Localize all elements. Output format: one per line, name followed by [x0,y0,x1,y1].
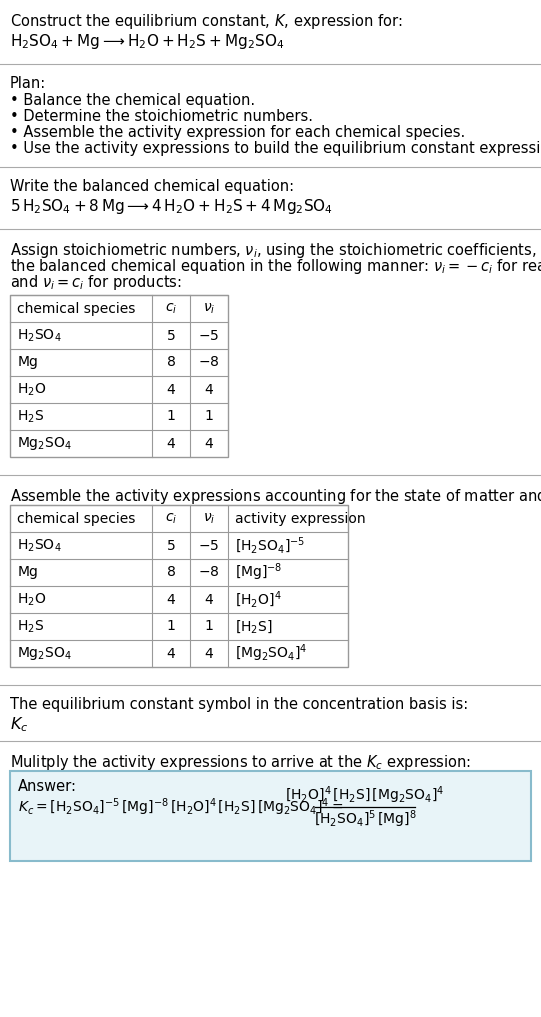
Text: $\mathrm{Mg}$: $\mathrm{Mg}$ [17,354,38,371]
Text: $c_i$: $c_i$ [165,512,177,526]
Text: $\mathrm{H_2O}$: $\mathrm{H_2O}$ [17,381,47,398]
Text: Construct the equilibrium constant, $K$, expression for:: Construct the equilibrium constant, $K$,… [10,12,403,31]
Text: 4: 4 [167,436,175,451]
Text: $\mathrm{H_2SO_4}$: $\mathrm{H_2SO_4}$ [17,537,62,553]
Text: $-8$: $-8$ [198,356,220,369]
Text: $\mathrm{Mg_2SO_4}$: $\mathrm{Mg_2SO_4}$ [17,435,72,452]
Text: $\mathrm{H_2SO_4 + Mg \longrightarrow H_2O + H_2S + Mg_2SO_4}$: $\mathrm{H_2SO_4 + Mg \longrightarrow H_… [10,32,285,51]
Text: $-8$: $-8$ [198,565,220,580]
Text: and $\nu_i = c_i$ for products:: and $\nu_i = c_i$ for products: [10,273,182,292]
Text: Write the balanced chemical equation:: Write the balanced chemical equation: [10,179,294,194]
Text: $\mathrm{H_2S}$: $\mathrm{H_2S}$ [17,408,44,425]
Text: 4: 4 [167,647,175,660]
Text: $[\mathrm{H_2O}]^{4}\,[\mathrm{H_2S}]\,[\mathrm{Mg_2SO_4}]^{4}$: $[\mathrm{H_2O}]^{4}\,[\mathrm{H_2S}]\,[… [285,784,445,805]
Text: $\mathrm{H_2SO_4}$: $\mathrm{H_2SO_4}$ [17,327,62,344]
Text: 1: 1 [204,410,214,423]
Text: 8: 8 [167,565,175,580]
Text: $[\mathrm{H_2SO_4}]^{5}\,[\mathrm{Mg}]^{8}$: $[\mathrm{H_2SO_4}]^{5}\,[\mathrm{Mg}]^{… [314,809,417,830]
FancyBboxPatch shape [10,771,531,861]
Text: 4: 4 [204,382,213,397]
Text: 5: 5 [167,328,175,343]
Text: $\mathrm{5\,H_2SO_4 + 8\,Mg \longrightarrow 4\,H_2O + H_2S + 4\,Mg_2SO_4}$: $\mathrm{5\,H_2SO_4 + 8\,Mg \longrightar… [10,197,333,216]
Text: $\nu_i$: $\nu_i$ [203,301,215,315]
Text: 5: 5 [167,538,175,552]
Text: chemical species: chemical species [17,512,135,526]
Text: 4: 4 [204,436,213,451]
Text: Mulitply the activity expressions to arrive at the $K_c$ expression:: Mulitply the activity expressions to arr… [10,753,471,772]
Text: chemical species: chemical species [17,301,135,315]
Text: 4: 4 [167,382,175,397]
Bar [10,505,348,667]
Text: 4: 4 [167,593,175,606]
Text: 4: 4 [204,593,213,606]
Text: $\mathrm{Mg_2SO_4}$: $\mathrm{Mg_2SO_4}$ [17,645,72,662]
Text: $K_c$: $K_c$ [10,715,29,733]
Text: • Use the activity expressions to build the equilibrium constant expression.: • Use the activity expressions to build … [10,141,541,156]
Text: 4: 4 [204,647,213,660]
Text: • Balance the chemical equation.: • Balance the chemical equation. [10,93,255,108]
Text: $[\mathrm{Mg}]^{-8}$: $[\mathrm{Mg}]^{-8}$ [235,561,282,584]
Text: $\nu_i$: $\nu_i$ [203,512,215,526]
Text: 8: 8 [167,356,175,369]
Text: $-5$: $-5$ [199,538,220,552]
Text: 1: 1 [167,410,175,423]
Bar [10,295,228,457]
Text: $[\mathrm{H_2O}]^{4}$: $[\mathrm{H_2O}]^{4}$ [235,589,282,610]
Text: 1: 1 [204,619,214,634]
Text: $-5$: $-5$ [199,328,220,343]
Text: $[\mathrm{H_2S}]$: $[\mathrm{H_2S}]$ [235,618,273,635]
Text: $\mathrm{H_2O}$: $\mathrm{H_2O}$ [17,591,47,608]
Text: $\mathrm{H_2S}$: $\mathrm{H_2S}$ [17,618,44,635]
Text: Answer:: Answer: [18,779,77,794]
Text: $[\mathrm{H_2SO_4}]^{-5}$: $[\mathrm{H_2SO_4}]^{-5}$ [235,535,305,555]
Text: activity expression: activity expression [235,512,366,526]
Text: 1: 1 [167,619,175,634]
Text: Assemble the activity expressions accounting for the state of matter and $\nu_i$: Assemble the activity expressions accoun… [10,487,541,506]
Text: $c_i$: $c_i$ [165,301,177,315]
Text: Assign stoichiometric numbers, $\nu_i$, using the stoichiometric coefficients, $: Assign stoichiometric numbers, $\nu_i$, … [10,241,541,260]
Text: $[\mathrm{Mg_2SO_4}]^{4}$: $[\mathrm{Mg_2SO_4}]^{4}$ [235,643,307,664]
Text: $K_c = [\mathrm{H_2SO_4}]^{-5}\,[\mathrm{Mg}]^{-8}\,[\mathrm{H_2O}]^{4}\,[\mathr: $K_c = [\mathrm{H_2SO_4}]^{-5}\,[\mathrm… [18,796,344,818]
Text: Plan:: Plan: [10,76,46,91]
Text: The equilibrium constant symbol in the concentration basis is:: The equilibrium constant symbol in the c… [10,697,469,712]
Text: the balanced chemical equation in the following manner: $\nu_i = -c_i$ for react: the balanced chemical equation in the fo… [10,257,541,276]
Text: • Assemble the activity expression for each chemical species.: • Assemble the activity expression for e… [10,125,465,140]
Text: • Determine the stoichiometric numbers.: • Determine the stoichiometric numbers. [10,109,313,124]
Text: $\mathrm{Mg}$: $\mathrm{Mg}$ [17,564,38,581]
